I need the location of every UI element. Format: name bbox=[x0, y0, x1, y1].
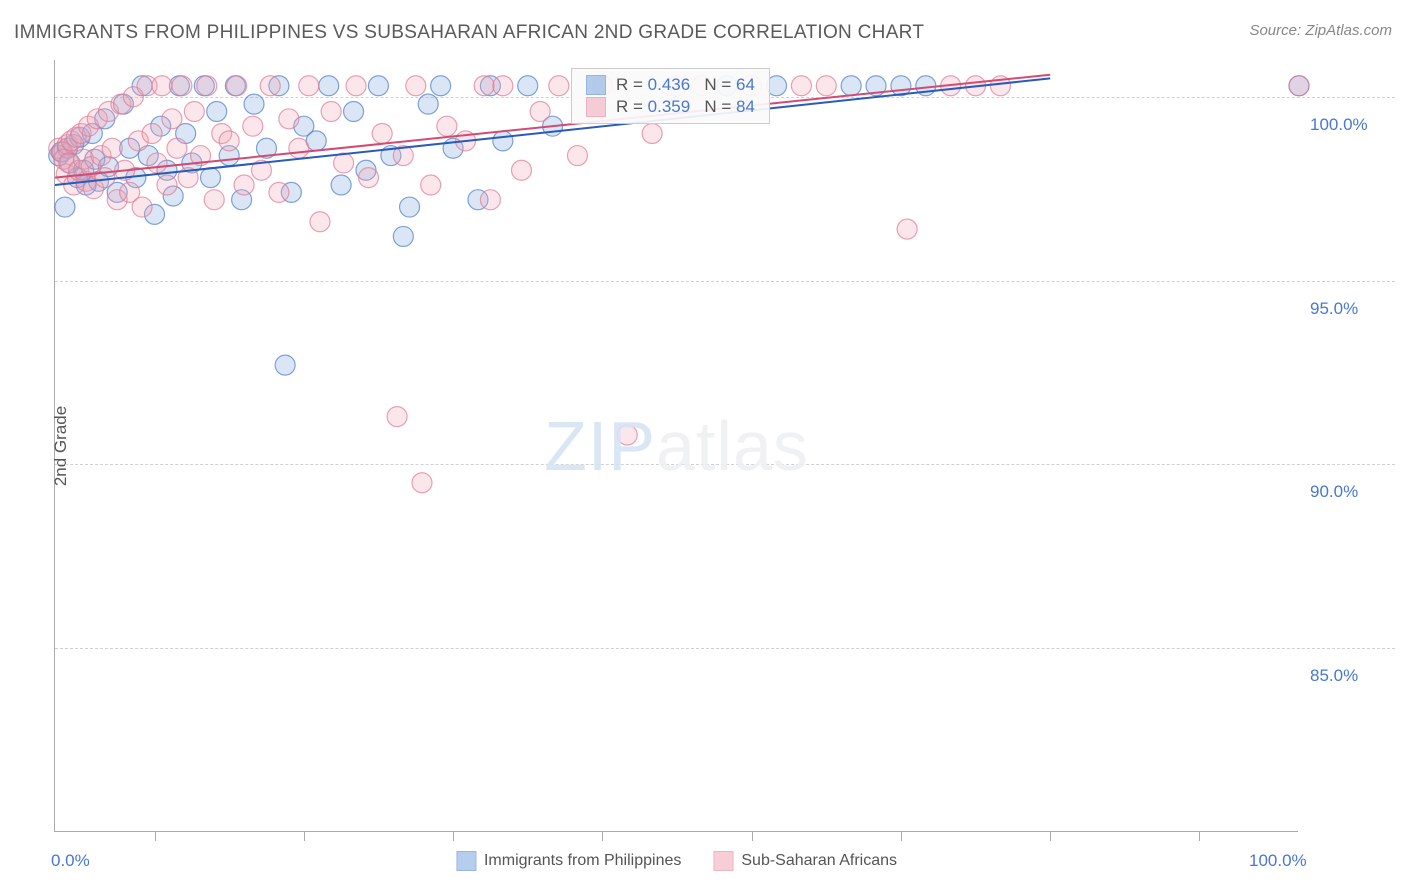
data-point-philippines bbox=[841, 76, 861, 96]
data-point-subsaharan bbox=[437, 116, 457, 136]
data-point-subsaharan bbox=[530, 101, 550, 121]
legend-item-philippines: Immigrants from Philippines bbox=[456, 851, 681, 871]
x-tick bbox=[1050, 831, 1051, 841]
data-point-philippines bbox=[368, 76, 388, 96]
data-point-philippines bbox=[493, 131, 513, 151]
stat-swatch bbox=[586, 75, 606, 95]
stat-row-subsaharan: R = 0.359 N = 84 bbox=[586, 97, 755, 117]
data-point-subsaharan bbox=[162, 109, 182, 129]
data-point-philippines bbox=[418, 94, 438, 114]
data-point-subsaharan bbox=[269, 182, 289, 202]
x-tick bbox=[155, 831, 156, 841]
data-point-philippines bbox=[201, 168, 221, 188]
data-point-philippines bbox=[319, 76, 339, 96]
data-point-subsaharan bbox=[358, 168, 378, 188]
stat-swatch bbox=[586, 97, 606, 117]
data-point-subsaharan bbox=[227, 76, 247, 96]
chart-title: IMMIGRANTS FROM PHILIPPINES VS SUBSAHARA… bbox=[14, 22, 924, 44]
data-point-subsaharan bbox=[260, 76, 280, 96]
stat-row-philippines: R = 0.436 N = 64 bbox=[586, 75, 755, 95]
data-point-subsaharan bbox=[421, 175, 441, 195]
data-point-subsaharan bbox=[234, 175, 254, 195]
data-point-subsaharan bbox=[279, 109, 299, 129]
x-tick bbox=[752, 831, 753, 841]
data-point-philippines bbox=[244, 94, 264, 114]
data-point-subsaharan bbox=[147, 153, 167, 173]
legend-swatch bbox=[713, 851, 733, 871]
data-point-subsaharan bbox=[167, 138, 187, 158]
data-point-subsaharan bbox=[102, 138, 122, 158]
legend-item-subsaharan: Sub-Saharan Africans bbox=[713, 851, 897, 871]
watermark-atlas: atlas bbox=[656, 407, 809, 485]
data-point-subsaharan bbox=[289, 138, 309, 158]
data-point-subsaharan bbox=[243, 116, 263, 136]
plot-area: 2nd Grade 100.0%95.0%90.0%85.0% 0.0%100.… bbox=[54, 60, 1298, 832]
data-point-subsaharan bbox=[1289, 76, 1309, 96]
watermark-zip: ZIP bbox=[544, 407, 656, 485]
data-point-subsaharan bbox=[372, 124, 392, 144]
x-tick bbox=[901, 831, 902, 841]
data-point-subsaharan bbox=[480, 190, 500, 210]
data-point-subsaharan bbox=[816, 76, 836, 96]
x-tick bbox=[602, 831, 603, 841]
data-point-subsaharan bbox=[310, 212, 330, 232]
legend-label: Immigrants from Philippines bbox=[484, 852, 681, 870]
data-point-subsaharan bbox=[567, 146, 587, 166]
data-point-philippines bbox=[393, 226, 413, 246]
data-point-subsaharan bbox=[406, 76, 426, 96]
data-point-subsaharan bbox=[412, 473, 432, 493]
data-point-philippines bbox=[344, 101, 364, 121]
data-point-subsaharan bbox=[387, 407, 407, 427]
data-point-subsaharan bbox=[204, 190, 224, 210]
data-point-subsaharan bbox=[791, 76, 811, 96]
data-point-philippines bbox=[275, 355, 295, 375]
stat-text: R = 0.359 N = 84 bbox=[616, 97, 755, 117]
y-tick-label: 85.0% bbox=[1310, 666, 1390, 686]
x-tick-label: 0.0% bbox=[51, 851, 90, 871]
stat-text: R = 0.436 N = 64 bbox=[616, 75, 755, 95]
data-point-philippines bbox=[207, 101, 227, 121]
data-point-subsaharan bbox=[549, 76, 569, 96]
data-point-subsaharan bbox=[321, 101, 341, 121]
data-point-subsaharan bbox=[152, 76, 172, 96]
legend-label: Sub-Saharan Africans bbox=[741, 852, 897, 870]
data-point-philippines bbox=[55, 197, 75, 217]
data-point-subsaharan bbox=[346, 76, 366, 96]
data-point-philippines bbox=[518, 76, 538, 96]
data-point-subsaharan bbox=[493, 76, 513, 96]
y-tick-label: 95.0% bbox=[1310, 299, 1390, 319]
data-point-subsaharan bbox=[132, 197, 152, 217]
x-tick bbox=[304, 831, 305, 841]
legend-swatch bbox=[456, 851, 476, 871]
source-attribution: Source: ZipAtlas.com bbox=[1249, 22, 1392, 39]
data-point-philippines bbox=[331, 175, 351, 195]
legend: Immigrants from Philippines Sub-Saharan A… bbox=[456, 851, 897, 871]
data-point-subsaharan bbox=[897, 219, 917, 239]
data-point-subsaharan bbox=[157, 175, 177, 195]
data-point-subsaharan bbox=[474, 76, 494, 96]
watermark: ZIPatlas bbox=[544, 406, 809, 486]
data-point-subsaharan bbox=[299, 76, 319, 96]
data-point-subsaharan bbox=[172, 76, 192, 96]
data-point-subsaharan bbox=[642, 124, 662, 144]
data-point-philippines bbox=[431, 76, 451, 96]
data-point-subsaharan bbox=[512, 160, 532, 180]
x-tick bbox=[1199, 831, 1200, 841]
x-tick bbox=[453, 831, 454, 841]
data-point-philippines bbox=[400, 197, 420, 217]
data-point-subsaharan bbox=[334, 153, 354, 173]
x-tick-label: 100.0% bbox=[1249, 851, 1307, 871]
y-tick-label: 100.0% bbox=[1310, 115, 1390, 135]
data-point-subsaharan bbox=[197, 76, 217, 96]
data-point-subsaharan bbox=[95, 168, 115, 188]
data-point-subsaharan bbox=[219, 131, 239, 151]
y-tick-label: 90.0% bbox=[1310, 482, 1390, 502]
data-point-subsaharan bbox=[142, 124, 162, 144]
correlation-stats-box: R = 0.436 N = 64R = 0.359 N = 84 bbox=[571, 68, 770, 124]
data-point-subsaharan bbox=[184, 101, 204, 121]
